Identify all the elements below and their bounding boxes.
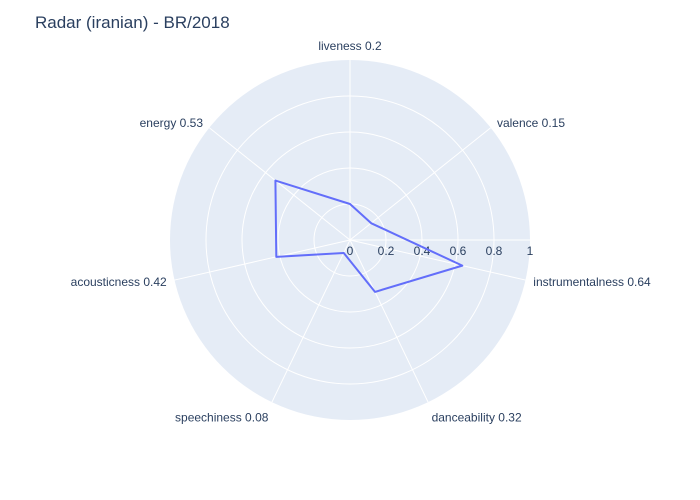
axis-label-danceability: danceability 0.32 <box>432 410 522 424</box>
data-point-danceability <box>374 291 376 293</box>
axis-label-liveness: liveness 0.2 <box>318 39 382 53</box>
data-point-acousticness <box>275 256 277 258</box>
radial-tick-label: 0.4 <box>414 244 431 258</box>
radial-ticks: 0 0.2 0.4 0.6 0.8 1 <box>347 244 534 258</box>
data-point-energy <box>274 180 276 182</box>
radial-tick-label: 0.2 <box>378 244 395 258</box>
axis-label-speechiness: speechiness 0.08 <box>175 410 269 424</box>
axis-label-energy: energy 0.53 <box>140 116 204 130</box>
radial-tick-label: 0.8 <box>486 244 503 258</box>
radial-tick-label: 0 <box>347 244 354 258</box>
series-line <box>274 179 464 293</box>
radial-tick-label: 0.6 <box>450 244 467 258</box>
data-point-instrumentalness <box>461 265 463 267</box>
axis-label-acousticness: acousticness 0.42 <box>71 275 167 289</box>
grid-spoke <box>349 239 429 403</box>
data-point-speechiness <box>343 252 345 254</box>
axis-label-valence: valence 0.15 <box>497 116 565 130</box>
data-point-liveness <box>349 203 351 205</box>
grid-spoke <box>349 127 492 241</box>
grid-spoke <box>349 239 526 281</box>
chart-title: Radar (iranian) - BR/2018 <box>35 13 230 32</box>
grid-spoke <box>271 239 351 403</box>
axis-label-instrumentalness: instrumentalness 0.64 <box>533 275 651 289</box>
data-point-valence <box>370 222 372 224</box>
axis-labels: liveness 0.2 valence 0.15 instrumentalness… <box>71 39 651 424</box>
grid-spokes <box>174 60 530 403</box>
radial-tick-label: 1 <box>527 244 534 258</box>
grid-spoke <box>208 127 351 241</box>
grid-spoke <box>174 239 351 281</box>
